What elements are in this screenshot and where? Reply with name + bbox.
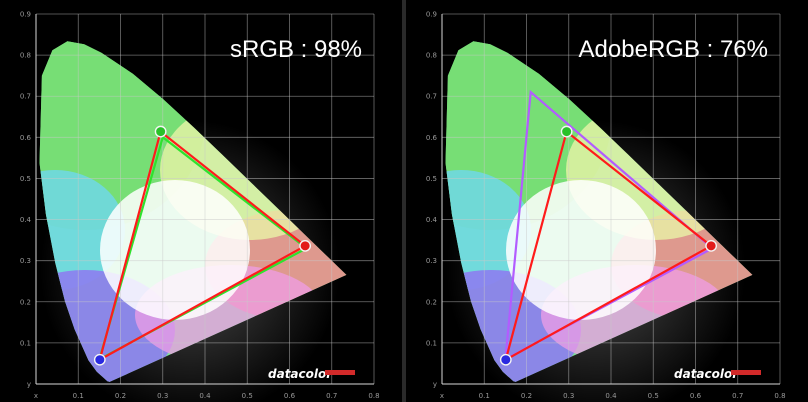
x-tick-label: 0.8 bbox=[774, 392, 785, 400]
x-tick-label: x bbox=[34, 392, 38, 400]
y-tick-label: 0.6 bbox=[426, 134, 438, 142]
measured-gamut-triangle bbox=[504, 129, 714, 362]
brand-wordmark: datacolor bbox=[268, 367, 333, 381]
x-tick-label: 0.8 bbox=[368, 392, 379, 400]
x-tick-label: 0.1 bbox=[73, 392, 84, 400]
y-tick-label: 0.5 bbox=[426, 175, 437, 183]
adobergb-gamut-panel: x 0.1 0.2 0.3 0.4 0.5 0.6 0.7 0.8 y 0.1 0.2 0.3 0.4 0… bbox=[406, 0, 808, 402]
locus-white-center bbox=[506, 180, 656, 320]
y-tick-label: 0.7 bbox=[426, 93, 437, 101]
locus-cyan-region bbox=[39, 170, 125, 290]
y-tick-label: 0.1 bbox=[20, 339, 31, 347]
y-tick-label: 0.9 bbox=[426, 11, 437, 19]
x-tick-label: 0.4 bbox=[605, 392, 617, 400]
locus-cyan-region bbox=[445, 170, 531, 290]
grid-lines bbox=[442, 13, 781, 384]
y-tick-label: 0.1 bbox=[426, 339, 437, 347]
red-bar-icon bbox=[325, 370, 355, 375]
gamut-series bbox=[93, 125, 312, 366]
y-tick-label: 0.6 bbox=[20, 134, 32, 142]
x-tick-label: 0.6 bbox=[284, 392, 296, 400]
grid-lines bbox=[36, 13, 375, 384]
y-tick-label: 0.7 bbox=[20, 93, 31, 101]
y-tick-label: 0.9 bbox=[20, 11, 31, 19]
y-tick-labels: y 0.1 0.2 0.3 0.4 0.5 0.6 0.7 0.8 0.9 bbox=[20, 11, 32, 389]
axes bbox=[441, 14, 780, 385]
red-bar-icon bbox=[731, 370, 761, 375]
primary-dot-icon bbox=[560, 125, 573, 138]
srgb-gamut-chart: x 0.1 0.2 0.3 0.4 0.5 0.6 0.7 0.8 y 0.1 0.2 0.3 0.4 0… bbox=[0, 0, 402, 402]
locus-white-center bbox=[100, 180, 250, 320]
adobergb-gamut-chart: x 0.1 0.2 0.3 0.4 0.5 0.6 0.7 0.8 y 0.1 0.2 0.3 0.4 0… bbox=[406, 0, 808, 402]
y-tick-label: 0.3 bbox=[20, 257, 31, 265]
y-tick-label: y bbox=[27, 381, 31, 389]
measured-gamut-triangle bbox=[98, 129, 308, 362]
coverage-label: sRGB : 98% bbox=[230, 36, 362, 63]
y-tick-label: 0.8 bbox=[20, 52, 31, 60]
x-tick-labels: x 0.1 0.2 0.3 0.4 0.5 0.6 0.7 0.8 bbox=[34, 392, 380, 400]
x-tick-label: 0.2 bbox=[115, 392, 126, 400]
x-tick-label: 0.3 bbox=[563, 392, 574, 400]
x-tick-label: 0.4 bbox=[199, 392, 211, 400]
y-tick-label: 0.2 bbox=[20, 298, 31, 306]
x-tick-labels: x 0.1 0.2 0.3 0.4 0.5 0.6 0.7 0.8 bbox=[440, 392, 786, 400]
y-tick-labels: y 0.1 0.2 0.3 0.4 0.5 0.6 0.7 0.8 0.9 bbox=[426, 11, 438, 389]
y-tick-label: 0.4 bbox=[20, 216, 32, 224]
x-tick-label: 0.6 bbox=[690, 392, 702, 400]
axes bbox=[35, 14, 374, 385]
gamut-series bbox=[499, 89, 718, 366]
coverage-label: AdobeRGB : 76% bbox=[579, 36, 768, 63]
y-tick-label: y bbox=[433, 381, 437, 389]
primary-dot-icon bbox=[93, 353, 106, 366]
y-tick-label: 0.5 bbox=[20, 175, 31, 183]
y-tick-label: 0.2 bbox=[426, 298, 437, 306]
x-tick-label: 0.1 bbox=[479, 392, 490, 400]
primary-dot-icon bbox=[705, 239, 718, 252]
x-tick-label: x bbox=[440, 392, 444, 400]
brand-wordmark: datacolor bbox=[674, 367, 739, 381]
primary-dot-icon bbox=[299, 239, 312, 252]
srgb-gamut-panel: x 0.1 0.2 0.3 0.4 0.5 0.6 0.7 0.8 y 0.1 0.2 0.3 0.4 0… bbox=[0, 0, 402, 402]
primary-dot-icon bbox=[154, 125, 167, 138]
y-tick-label: 0.4 bbox=[426, 216, 438, 224]
x-tick-label: 0.7 bbox=[732, 392, 743, 400]
primary-dot-icon bbox=[499, 353, 512, 366]
panel-divider bbox=[402, 0, 406, 402]
y-tick-label: 0.3 bbox=[426, 257, 437, 265]
x-tick-label: 0.5 bbox=[242, 392, 253, 400]
x-tick-label: 0.5 bbox=[648, 392, 659, 400]
x-tick-label: 0.2 bbox=[521, 392, 532, 400]
x-tick-label: 0.3 bbox=[157, 392, 168, 400]
y-tick-label: 0.8 bbox=[426, 52, 437, 60]
x-tick-label: 0.7 bbox=[326, 392, 337, 400]
